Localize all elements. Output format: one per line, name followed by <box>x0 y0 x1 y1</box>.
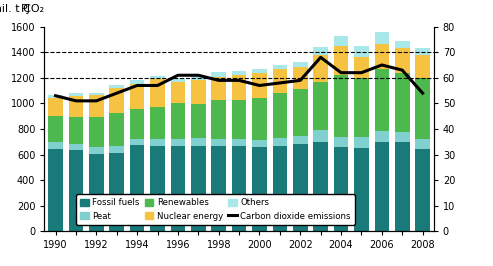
Bar <box>130 145 144 231</box>
Bar <box>89 117 104 147</box>
Bar <box>211 72 226 77</box>
Bar <box>252 147 267 231</box>
Bar <box>273 69 287 93</box>
Bar <box>191 104 206 138</box>
Bar <box>130 80 144 84</box>
Bar <box>415 55 430 78</box>
Bar <box>69 150 83 231</box>
Bar <box>252 69 267 73</box>
Bar <box>171 82 185 103</box>
Bar <box>69 96 83 118</box>
Bar <box>109 85 124 88</box>
Bar <box>314 82 328 130</box>
Bar <box>150 139 165 146</box>
Bar <box>415 48 430 55</box>
Bar <box>252 98 267 140</box>
Bar <box>48 116 63 143</box>
Bar <box>375 32 389 44</box>
Bar <box>334 137 349 147</box>
Bar <box>415 149 430 231</box>
Bar <box>171 139 185 146</box>
Bar <box>191 76 206 80</box>
Bar <box>150 107 165 139</box>
Bar <box>130 139 144 145</box>
Bar <box>211 77 226 100</box>
Bar <box>314 142 328 231</box>
Bar <box>48 98 63 116</box>
Bar <box>334 147 349 231</box>
Bar <box>293 63 308 67</box>
Bar <box>293 136 308 144</box>
Bar <box>211 146 226 231</box>
Bar <box>334 46 349 75</box>
Bar <box>48 143 63 149</box>
Bar <box>415 78 430 139</box>
Bar <box>48 149 63 231</box>
Bar <box>354 148 369 231</box>
Bar <box>354 46 369 57</box>
Bar <box>395 142 410 231</box>
Bar <box>334 75 349 137</box>
Bar <box>354 78 369 137</box>
Bar <box>130 84 144 109</box>
Bar <box>109 88 124 113</box>
Bar <box>232 71 246 75</box>
Bar <box>415 139 430 149</box>
Bar <box>232 146 246 231</box>
Bar <box>354 57 369 78</box>
Bar <box>48 95 63 98</box>
Bar <box>109 113 124 146</box>
Bar <box>252 73 267 98</box>
Bar <box>314 130 328 142</box>
Bar <box>171 78 185 82</box>
Bar <box>395 132 410 142</box>
Bar <box>109 153 124 231</box>
Bar <box>150 146 165 231</box>
Bar <box>314 47 328 55</box>
Bar <box>375 131 389 142</box>
Bar <box>150 76 165 79</box>
Text: mil. t CO₂: mil. t CO₂ <box>0 4 44 14</box>
Bar <box>171 103 185 139</box>
Bar <box>232 139 246 146</box>
Bar <box>273 138 287 146</box>
Bar <box>334 36 349 46</box>
Bar <box>69 118 83 144</box>
Bar <box>252 140 267 147</box>
Text: PJ: PJ <box>21 4 31 14</box>
Bar <box>375 142 389 231</box>
Bar <box>273 65 287 69</box>
Bar <box>89 147 104 154</box>
Bar <box>211 100 226 139</box>
Bar <box>171 146 185 231</box>
Bar <box>89 154 104 231</box>
Bar <box>293 89 308 136</box>
Bar <box>395 48 410 73</box>
Bar <box>293 67 308 89</box>
Bar <box>69 93 83 96</box>
Bar <box>375 69 389 131</box>
Bar <box>273 146 287 231</box>
Bar <box>211 139 226 146</box>
Bar <box>273 93 287 138</box>
Bar <box>232 75 246 99</box>
Bar <box>375 44 389 69</box>
Bar <box>395 41 410 48</box>
Bar <box>314 55 328 82</box>
Legend: Fossil fuels, Peat, Renewables, Nuclear energy, Others, Carbon dioxide emissions: Fossil fuels, Peat, Renewables, Nuclear … <box>76 194 355 225</box>
Bar <box>191 80 206 104</box>
Bar <box>354 137 369 148</box>
Bar <box>395 73 410 132</box>
Bar <box>130 109 144 139</box>
Bar <box>69 144 83 150</box>
Bar <box>109 146 124 153</box>
Bar <box>191 146 206 231</box>
Bar <box>150 79 165 107</box>
Bar <box>191 138 206 146</box>
Bar <box>89 95 104 117</box>
Bar <box>293 144 308 231</box>
Bar <box>89 93 104 95</box>
Bar <box>232 99 246 139</box>
